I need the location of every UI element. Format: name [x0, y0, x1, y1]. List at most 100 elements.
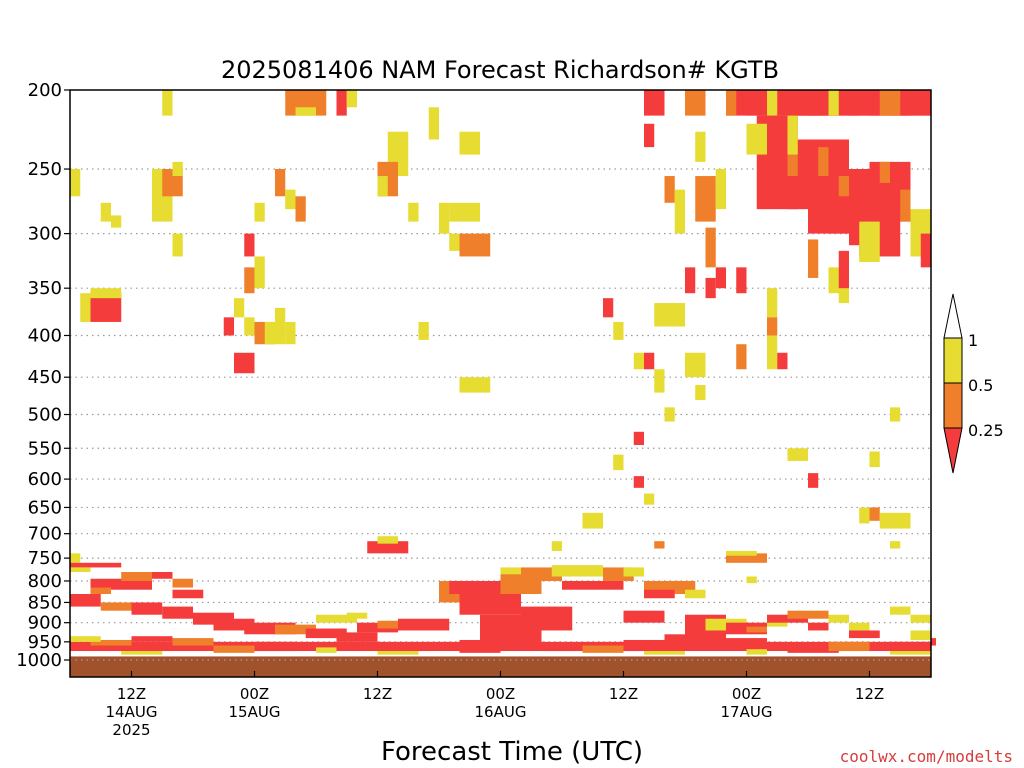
ri-cell	[275, 624, 316, 635]
ri-cell	[695, 131, 706, 162]
ri-cell	[90, 288, 122, 299]
x-tick-label: 17AUG	[721, 703, 773, 721]
ri-cell	[859, 221, 880, 262]
ri-cell	[162, 90, 173, 116]
ri-cell	[254, 256, 265, 289]
ri-cell	[70, 553, 81, 563]
y-tick-label: 850	[28, 592, 62, 613]
ri-cell	[695, 384, 706, 401]
ri-cell	[890, 407, 901, 422]
ri-cell	[100, 602, 132, 611]
ri-cell	[459, 639, 501, 653]
ri-cell	[346, 90, 357, 108]
ri-cell	[890, 606, 911, 615]
ri-cell	[746, 626, 767, 633]
ri-cell	[746, 576, 757, 584]
y-tick-label: 200	[28, 80, 62, 101]
ri-cell	[808, 239, 819, 278]
ri-cell	[613, 454, 624, 471]
y-tick-label: 750	[28, 548, 62, 569]
ri-cell	[777, 352, 788, 370]
ri-cell	[121, 651, 163, 655]
ri-cell	[931, 638, 936, 646]
ri-cell	[644, 352, 655, 370]
y-tick-label: 400	[28, 325, 62, 346]
ri-cell	[879, 161, 890, 183]
ri-cell	[131, 602, 163, 615]
ri-cell	[254, 202, 265, 222]
legend-label: 0.5	[968, 376, 993, 395]
y-tick-label: 600	[28, 469, 62, 490]
ri-cell	[418, 321, 429, 340]
ri-cell	[910, 630, 931, 640]
richardson-cells	[70, 90, 936, 655]
ri-cell	[633, 476, 644, 488]
ri-cell	[223, 317, 234, 336]
ri-cell	[336, 90, 347, 116]
y-tick-label: 250	[28, 159, 62, 180]
ri-cell	[644, 90, 665, 116]
ri-cell	[295, 196, 306, 222]
ri-cell	[244, 317, 255, 336]
ri-cell	[459, 377, 491, 393]
ri-cell	[623, 567, 644, 577]
ri-cell	[613, 321, 624, 340]
ri-cell	[726, 553, 767, 563]
ri-cell	[244, 267, 255, 294]
ri-cell	[879, 512, 911, 529]
ri-cell	[582, 645, 624, 653]
ri-cell	[285, 321, 296, 345]
ri-cell	[746, 123, 767, 155]
ri-cell	[664, 407, 675, 422]
ri-cell	[172, 233, 183, 257]
ri-cell	[90, 587, 111, 595]
ri-cell	[818, 147, 829, 177]
legend-label: 1	[968, 331, 978, 350]
ri-cell	[428, 107, 439, 140]
ri-cell	[787, 448, 808, 461]
ri-cell	[869, 451, 880, 468]
ri-cell	[213, 645, 255, 653]
ground-layer	[70, 656, 931, 677]
ri-cell	[767, 288, 778, 318]
ri-cell	[787, 147, 798, 177]
ri-cell	[828, 90, 839, 116]
ri-cell	[234, 352, 255, 374]
legend-label: 0.25	[968, 421, 1004, 440]
y-tick-label: 700	[28, 524, 62, 545]
ri-cell	[685, 90, 706, 116]
legend-arrow-bottom	[943, 427, 963, 474]
y-tick-label: 500	[28, 405, 62, 426]
ri-cell	[346, 612, 368, 619]
ri-cell	[654, 541, 665, 549]
ri-cell	[305, 628, 347, 639]
x-tick-label: 12Z	[117, 685, 146, 703]
ri-cell	[705, 277, 716, 299]
ri-cell	[910, 614, 931, 623]
x-tick-label: 16AUG	[475, 703, 527, 721]
ri-cell	[644, 493, 655, 505]
ri-cell	[849, 622, 870, 631]
ri-cell	[808, 473, 819, 488]
chart-title: 2025081406 NAM Forecast Richardson# KGTB	[221, 56, 779, 84]
ri-cell	[172, 161, 183, 177]
ri-cell	[408, 202, 419, 222]
ri-cell	[920, 233, 931, 268]
legend-swatch-yellow	[943, 337, 963, 384]
ri-cell	[849, 630, 880, 639]
ri-cell	[152, 572, 173, 579]
ri-cell	[70, 636, 101, 642]
ri-cell	[767, 335, 778, 370]
ri-cell	[521, 606, 573, 631]
ri-cell	[767, 90, 778, 116]
ri-cell	[736, 344, 747, 370]
ri-cell	[838, 250, 849, 289]
y-tick-label: 300	[28, 224, 62, 245]
ri-cell	[244, 233, 255, 257]
ri-cell	[736, 267, 747, 294]
ri-cell	[398, 618, 450, 631]
ri-cell	[121, 572, 152, 581]
x-tick-label: 2025	[112, 721, 150, 739]
ri-cell	[654, 303, 685, 327]
ri-cell	[336, 632, 378, 642]
